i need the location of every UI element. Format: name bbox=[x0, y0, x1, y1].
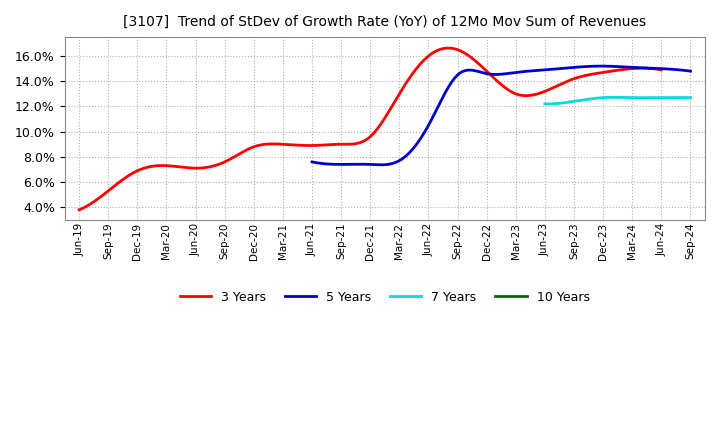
Title: [3107]  Trend of StDev of Growth Rate (YoY) of 12Mo Mov Sum of Revenues: [3107] Trend of StDev of Growth Rate (Yo… bbox=[123, 15, 647, 29]
Legend: 3 Years, 5 Years, 7 Years, 10 Years: 3 Years, 5 Years, 7 Years, 10 Years bbox=[175, 286, 595, 309]
